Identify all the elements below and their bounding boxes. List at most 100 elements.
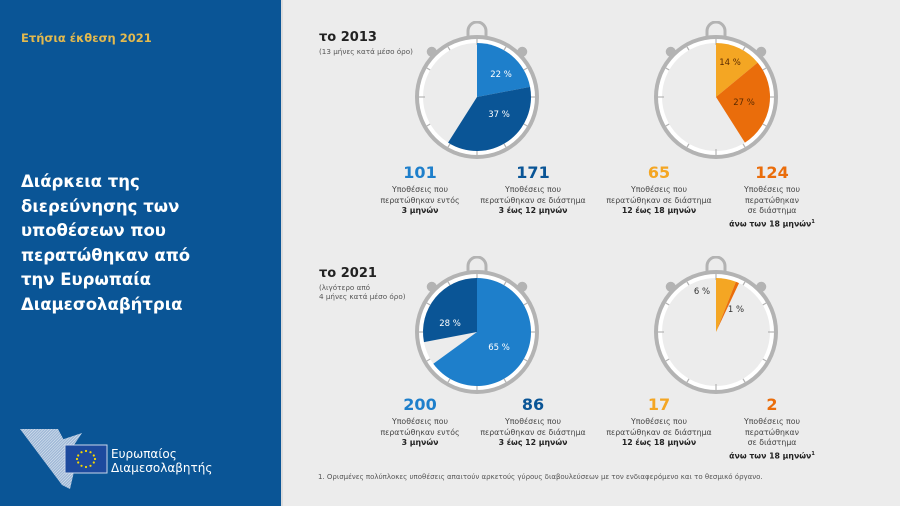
desc-period-text: άνω των 18 μηνών [729,451,812,461]
stopwatch-tick [426,67,431,71]
desc-line: σε διάστημα [747,206,797,215]
stopwatch-chart-2013-long: 14 % 27 % [654,21,778,159]
stat-description: Υποθέσεις που περατώθηκαν σε διάστημα 12 έ… [589,185,729,217]
logo-text: Ευρωπαίος Διαμεσολαβητής [111,447,212,475]
desc-period: άνω των 18 μηνών1 [702,217,842,230]
desc-line: Υποθέσεις που [630,185,688,194]
stopwatch-tick [426,302,431,306]
stopwatch-ring-icon [705,21,727,37]
stat-count: 200 [403,395,437,414]
stat-block: 124 Υποθέσεις που περατώθηκαν σε διάστημα ά… [702,163,842,230]
pie-label: 1 % [728,305,744,315]
stopwatch-tick [762,302,767,306]
stopwatch-chart-2021-short: 65 % 28 % [415,256,539,394]
subtitle-line: 4 μήνες κατά μέσο όρο) [319,292,406,301]
pie-slice [423,278,477,343]
divider [281,0,283,506]
stat-count: 101 [403,163,437,182]
stopwatch-tick [523,358,528,362]
stat-block: 17 Υποθέσεις που περατώθηκαν σε διάστημα 1… [589,395,729,449]
pie-label: 65 % [488,343,510,353]
stopwatch-tick [523,67,528,71]
section-subtitle-2013: (13 μήνες κατά μέσο όρο) [319,47,413,56]
desc-line: περατώθηκαν εντός [380,427,460,437]
pie-slice [433,278,531,386]
subtitle-line: (λιγότερο από [319,283,371,292]
stopwatch-tick [742,281,746,286]
desc-line: περατώθηκαν σε διάστημα [606,427,712,437]
stat-block: 171 Υποθέσεις που περατώθηκαν σε διάστημα… [463,163,603,217]
stopwatch-tick [503,378,507,383]
title-line: την Ευρωπαία [21,270,151,289]
pie-label: 27 % [733,98,755,108]
stopwatch-tick [447,378,451,383]
desc-line: περατώθηκαν [744,195,800,205]
stopwatch-tick [665,358,670,362]
pie-label: 28 % [439,319,461,329]
stat-count: 86 [521,395,545,414]
pie-slice [448,86,531,151]
stat-block: 65 Υποθέσεις που περατώθηκαν σε διάστημα 1… [589,163,729,217]
stopwatch-chart-2021-long: 6 % 1 % [654,256,778,394]
ombudsman-logo [20,429,108,489]
stopwatch-tick [523,302,528,306]
stat-description: Υποθέσεις που περατώθηκαν σε διάστημα άνω τ… [702,185,842,230]
stopwatch-tick [523,123,528,127]
desc-line: περατώθηκαν εντός [380,195,460,205]
stat-description: Υποθέσεις που περατώθηκαν εντός 3 μηνών [350,185,490,217]
stopwatch-chart-2013-short: 22 % 37 % [415,21,539,159]
section-title-2021: το 2021 [319,266,377,281]
stopwatch-tick [686,46,690,51]
stat-count: 17 [647,395,671,414]
pie-label: 6 % [694,287,710,297]
desc-line: Υποθέσεις που [743,185,801,194]
stopwatch-tick [447,143,451,148]
logo-line: Ευρωπαίος [111,447,177,461]
stat-block: 200 Υποθέσεις που περατώθηκαν εντός 3 μηνώ… [350,395,490,449]
stat-count: 124 [755,163,789,182]
stat-description: Υποθέσεις που περατώθηκαν εντός 3 μηνών [350,417,490,449]
title-line: διερεύνησης των [21,196,180,216]
report-label: Ετήσια έκθεση 2021 [21,31,152,45]
stat-count: 65 [647,163,671,182]
sidebar: Ετήσια έκθεση 2021 Διάρκεια της διερεύνη… [0,0,281,506]
stat-description: Υποθέσεις που περατώθηκαν σε διάστημα άνω τ… [702,417,842,462]
page-title: Διάρκεια της διερεύνησης των υποθέσεων π… [21,170,271,317]
stopwatch-tick [742,143,746,148]
footnote-ref: 1 [811,218,815,225]
title-line: υποθέσεων που [21,221,166,240]
pie-label: 37 % [488,110,510,120]
stat-block: 101 Υποθέσεις που περατώθηκαν εντός 3 μηνώ… [350,163,490,217]
stopwatch-tick [665,67,670,71]
desc-line: Υποθέσεις που [630,417,688,426]
desc-period: 3 μηνών [401,206,439,215]
stat-block: 86 Υποθέσεις που περατώθηκαν σε διάστημα 3… [463,395,603,449]
desc-line: περατώθηκαν σε διάστημα [606,195,712,205]
stopwatch-tick [762,123,767,127]
stopwatch-tick [503,46,507,51]
stopwatch-tick [686,143,690,148]
desc-line: Υποθέσεις που [391,417,449,426]
desc-period: 3 μηνών [401,438,439,447]
desc-line: σε διάστημα [747,438,797,447]
stat-description: Υποθέσεις που περατώθηκαν σε διάστημα 12 έ… [589,417,729,449]
stopwatch-tick [686,281,690,286]
stat-description: Υποθέσεις που περατώθηκαν σε διάστημα 3 έω… [463,417,603,449]
desc-line: Υποθέσεις που [743,417,801,426]
section-subtitle-2021: (λιγότερο από 4 μήνες κατά μέσο όρο) [319,283,406,301]
stopwatch-tick [665,302,670,306]
desc-period-text: άνω των 18 μηνών [729,219,812,229]
subtitle-line: (13 μήνες κατά μέσο όρο) [319,47,413,56]
pie-slice [716,281,739,332]
desc-line: Υποθέσεις που [504,417,562,426]
stopwatch-tick [762,358,767,362]
title-line: Διαμεσολαβήτρια [21,294,183,314]
title-line: Διάρκεια της [21,172,140,191]
desc-period: 12 έως 18 μηνών [621,206,697,215]
stopwatch-tick [447,281,451,286]
stopwatch-tick [426,358,431,362]
desc-period: άνω των 18 μηνών1 [702,449,842,462]
footnote: 1. Ορισμένες πολύπλοκες υποθέσεις απαιτο… [318,473,763,481]
stopwatch-tick [742,46,746,51]
stopwatch-ring-icon [705,256,727,272]
